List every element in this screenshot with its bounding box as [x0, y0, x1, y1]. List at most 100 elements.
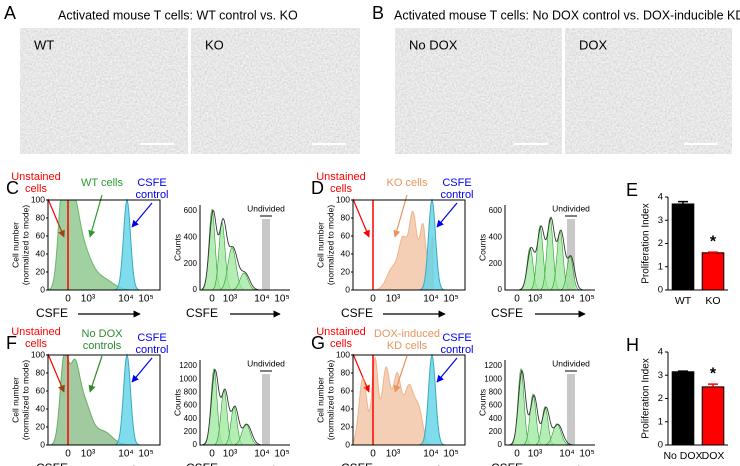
panel-title: Activated mouse T cells: WT control vs. … [58, 8, 298, 22]
x-tick-label: DOX [702, 450, 725, 462]
axes-frame [47, 354, 161, 446]
panel-label: F [6, 333, 17, 353]
sample-histogram [47, 199, 129, 291]
panel-label: D [311, 178, 324, 198]
y-axis-label: (normalized to mode) [20, 360, 30, 440]
y-tick-label: 200 [184, 427, 198, 436]
arrow [352, 353, 370, 393]
x-tick-label: 0 [65, 449, 71, 460]
y-axis-label: (normalized to mode) [325, 205, 335, 285]
image-label: No DOX [409, 37, 458, 52]
x-tick-label: 0 [209, 449, 215, 460]
x-tick-label: 10³ [528, 449, 543, 460]
axes [504, 205, 595, 291]
y-tick-label: 40 [36, 403, 46, 413]
y-tick-label: 20 [341, 266, 351, 276]
x-tick-label: 0 [65, 294, 71, 305]
y-axis-label: (normalized to mode) [325, 360, 335, 440]
error-bar [708, 383, 718, 387]
y-tick-label: 80 [341, 212, 351, 222]
error-bar [678, 200, 688, 204]
y-tick-label: 4 [658, 347, 663, 358]
significance: * [710, 233, 717, 250]
x-tick-label: 10³ [81, 449, 96, 460]
control-histogram [113, 198, 141, 291]
y-tick-label: 3 [658, 370, 663, 381]
y-tick-label: 1200 [179, 361, 197, 370]
image-label: KO [205, 37, 224, 52]
y-axis-label: Proliferation Index [641, 358, 652, 439]
undivided-band [262, 219, 270, 290]
arrow [393, 355, 408, 393]
undivided-band [262, 374, 270, 445]
x-tick-label: 10³ [528, 294, 543, 305]
y-tick-label: 400 [184, 414, 198, 423]
y-tick-label: 0 [193, 285, 198, 294]
sample-histogram [47, 354, 129, 446]
undivided-band [567, 374, 575, 445]
control-label: CSFE [442, 332, 471, 344]
x-axis-label: CSFE [341, 306, 373, 320]
error-bar [708, 251, 718, 253]
arrow [47, 198, 65, 238]
y-axis-label: Proliferation Index [641, 203, 652, 284]
sample-label: No DOX [82, 328, 124, 340]
sample-label: WT cells [81, 177, 123, 189]
axes [504, 360, 595, 446]
y-tick-label: 0 [345, 439, 350, 449]
y-tick-label: 400 [489, 232, 503, 241]
y-tick-label: 1200 [484, 361, 502, 370]
generation-peak [560, 255, 580, 291]
x-tick-label: 0 [370, 449, 376, 460]
y-tick-label: 1 [658, 261, 663, 272]
arrow [436, 202, 458, 228]
panel-label: E [626, 180, 638, 200]
y-tick-label: 20 [36, 421, 46, 431]
y-axis-label: Cell number [10, 222, 20, 268]
y-tick-label: 40 [36, 248, 46, 258]
y-tick-label: 4 [658, 192, 663, 203]
x-tick-label: 0 [514, 449, 520, 460]
bar [701, 252, 725, 291]
y-tick-label: 0 [345, 284, 350, 294]
micrograph [20, 28, 188, 154]
undivided-label: Undivided [247, 203, 285, 213]
y-tick-label: 100 [31, 194, 45, 204]
x-tick-label: 10⁴ [254, 294, 269, 305]
sample-label: DOX-induced [374, 328, 440, 340]
image-label: WT [34, 37, 54, 52]
control-histogram [418, 353, 446, 446]
panel-label: H [626, 335, 639, 355]
x-axis-label: CSFE [491, 306, 523, 320]
image-label: DOX [579, 37, 608, 52]
sample-label: KD cells [387, 340, 428, 352]
axes [667, 197, 728, 291]
significance: * [710, 365, 717, 382]
control-histogram [113, 353, 141, 446]
y-tick-label: 60 [36, 230, 46, 240]
x-tick-label: 10⁴ [559, 294, 574, 305]
y-tick-label: 40 [341, 403, 351, 413]
bar [701, 386, 725, 446]
control-label: control [135, 344, 168, 356]
unstained-label: Unstained [316, 326, 366, 338]
x-tick-label: 10³ [386, 449, 401, 460]
y-tick-label: 600 [184, 401, 198, 410]
y-tick-label: 600 [184, 206, 198, 215]
undivided-label: Undivided [552, 358, 590, 368]
panel-label: C [6, 178, 19, 198]
x-tick-label: No DOX [663, 450, 702, 462]
y-tick-label: 600 [489, 401, 503, 410]
x-axis-label: CSFE [36, 461, 68, 466]
x-tick-label: 0 [370, 294, 376, 305]
x-tick-label: KO [705, 295, 720, 307]
y-tick-label: 0 [498, 285, 503, 294]
sample-histogram [353, 210, 434, 291]
x-tick-label: 10³ [81, 294, 96, 305]
micrograph [191, 28, 360, 154]
unstained-label: cells [25, 183, 48, 195]
x-tick-label: 10⁴ [118, 294, 133, 305]
x-tick-label: 10⁴ [118, 449, 133, 460]
unstained-label: Unstained [11, 171, 61, 183]
y-tick-label: 400 [184, 232, 198, 241]
